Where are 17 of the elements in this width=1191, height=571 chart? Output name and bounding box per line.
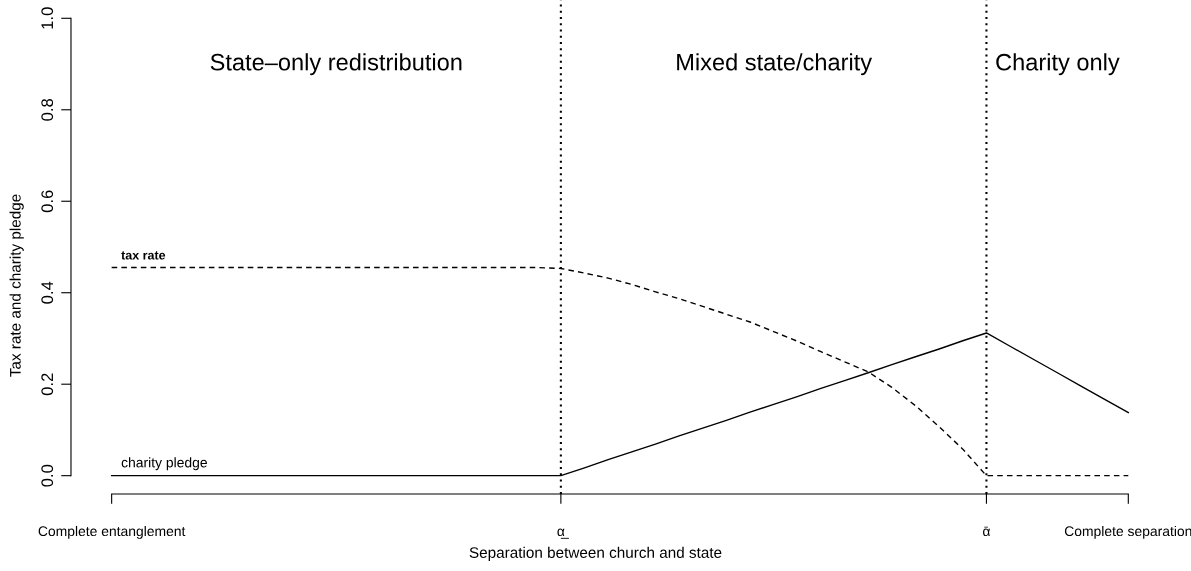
x-axis-title: Separation between church and state xyxy=(469,546,722,561)
series-label: charity pledge xyxy=(121,457,207,471)
y-tick-label: 0.6 xyxy=(41,190,54,213)
y-axis-title: Tax rate and charity pledge xyxy=(9,194,24,377)
annotation: State–only redistribution xyxy=(210,53,462,76)
x-tick-label: α̲ xyxy=(557,528,569,539)
x-tick-label: Complete separation xyxy=(1064,525,1191,539)
annotation: Charity only xyxy=(996,53,1120,76)
x-tick-label: ᾱ xyxy=(983,526,991,537)
y-tick-label: 0.0 xyxy=(41,464,54,487)
annotation: Mixed state/charity xyxy=(677,53,873,76)
x-tick-label: Complete entanglement xyxy=(38,525,186,539)
series-label: tax rate xyxy=(121,251,166,260)
y-tick-label: 0.8 xyxy=(41,98,54,121)
y-tick-label: 0.2 xyxy=(41,373,54,396)
y-tick-label: 0.4 xyxy=(41,281,54,304)
y-tick-label: 1.0 xyxy=(41,7,54,29)
